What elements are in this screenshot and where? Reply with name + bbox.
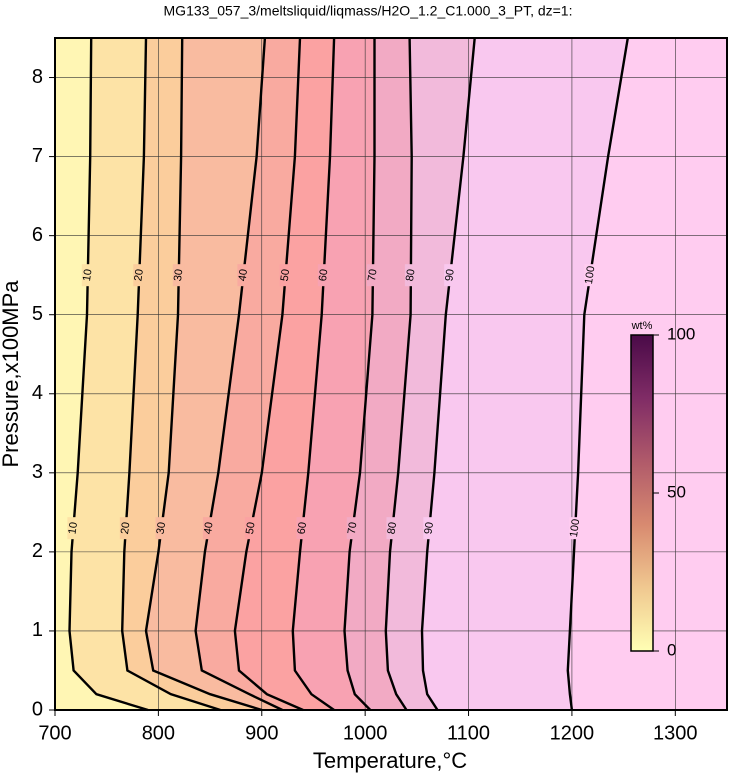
- contour-label-bg: [133, 264, 146, 287]
- y-tick-label: 8: [32, 66, 43, 88]
- contour-label-bg: [423, 517, 436, 540]
- contour-label-bg: [244, 517, 257, 540]
- x-axis-label: Temperature,°C: [313, 748, 467, 773]
- band: [234, 38, 335, 710]
- colorbar-tick-label: 0: [667, 640, 676, 659]
- band: [292, 38, 375, 710]
- contour-label-bg: [237, 264, 250, 287]
- x-tick-label: 700: [38, 722, 71, 744]
- colorbar-label: wt%: [631, 320, 653, 332]
- contour-line: [291, 37, 336, 711]
- y-tick-label: 7: [32, 145, 43, 167]
- contour-line: [120, 37, 221, 712]
- contour-label: 50: [244, 521, 258, 535]
- contour-label-bg: [172, 264, 185, 287]
- contour-label-bg: [296, 517, 309, 540]
- band: [344, 38, 412, 710]
- contour-label-bg: [346, 517, 359, 540]
- band: [69, 38, 221, 710]
- y-tick-label: 4: [32, 382, 43, 404]
- contour-label: 30: [172, 268, 186, 282]
- contour-label: 40: [237, 268, 251, 282]
- contour-label: 100: [568, 518, 582, 538]
- contour-label: 20: [132, 268, 146, 282]
- contour-label: 30: [155, 521, 169, 535]
- y-tick-label: 5: [32, 303, 43, 325]
- x-tick-label: 900: [245, 722, 278, 744]
- contour-label: 80: [404, 268, 418, 282]
- contour-line: [343, 38, 376, 711]
- contour-label: 100: [583, 265, 597, 285]
- contour-line: [194, 37, 283, 712]
- contour-line: [384, 37, 413, 711]
- contour-label-bg: [279, 264, 292, 287]
- plot-frame: [54, 37, 728, 711]
- x-tick-label: 800: [142, 722, 175, 744]
- band: [422, 38, 628, 710]
- contour-label-bg: [155, 517, 168, 540]
- contour-label: 90: [422, 521, 436, 535]
- contour-label-bg: [366, 264, 379, 287]
- contour-label-bg: [317, 264, 330, 287]
- contour-label-bg: [119, 517, 132, 540]
- y-tick-label: 2: [32, 540, 43, 562]
- x-tick-label: 1300: [653, 722, 698, 744]
- y-tick-label: 0: [32, 698, 43, 720]
- contour-label-bg: [386, 517, 399, 540]
- colorbar-tick-label: 100: [667, 324, 695, 343]
- contour-label: 60: [296, 521, 310, 535]
- chart-title: MG133_057_3/meltsliquid/liqmass/H2O_1.2_…: [164, 3, 573, 19]
- contour-label: 10: [81, 268, 95, 282]
- contour-line: [68, 37, 149, 712]
- contour-line: [566, 37, 629, 711]
- contour-label-bg: [404, 264, 417, 287]
- contour-label-bg: [81, 264, 94, 287]
- contour-label-bg: [202, 517, 215, 540]
- contour-label: 10: [67, 521, 81, 535]
- contour-label: 90: [443, 268, 457, 282]
- contour-label-bg: [444, 264, 457, 287]
- contour-line: [144, 37, 263, 712]
- colorbar: [630, 334, 654, 652]
- contour-label: 80: [386, 521, 400, 535]
- band: [55, 38, 149, 710]
- contour-label: 50: [279, 268, 293, 282]
- contour-line: [233, 37, 304, 712]
- x-tick-label: 1200: [550, 722, 595, 744]
- y-axis-label: Pressure,x100MPa: [0, 280, 23, 468]
- band: [195, 38, 304, 710]
- contour-label-bg: [569, 517, 582, 540]
- contour-label: 40: [202, 521, 216, 535]
- band: [385, 38, 475, 710]
- band: [145, 38, 283, 710]
- y-tick-label: 3: [32, 461, 43, 483]
- contour-label: 70: [366, 268, 380, 282]
- contour-line: [420, 37, 476, 711]
- contour-label-bg: [67, 517, 80, 540]
- contour-label: 60: [317, 268, 331, 282]
- colorbar-tick-label: 50: [667, 482, 686, 501]
- y-tick-label: 6: [32, 224, 43, 246]
- x-tick-label: 1100: [447, 722, 490, 744]
- contour-label-bg: [584, 264, 597, 287]
- band: [122, 38, 262, 710]
- contour-label: 20: [119, 521, 133, 535]
- contour-label: 70: [346, 521, 360, 535]
- y-tick-label: 1: [32, 619, 43, 641]
- x-tick-label: 1000: [343, 722, 388, 744]
